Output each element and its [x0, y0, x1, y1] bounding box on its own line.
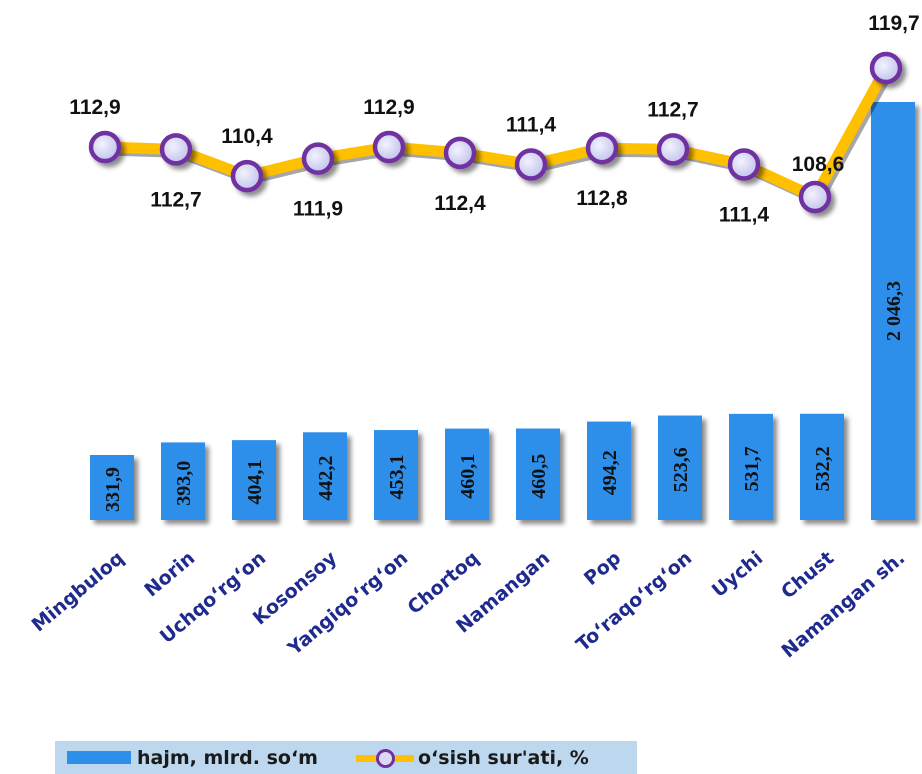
line-point-10	[798, 180, 832, 214]
category-axis-labels: Mingbuloq NorinUchqo‘rg‘onKosonsoyYangiqo…	[28, 547, 910, 663]
line-value-label-5: 112,4	[434, 192, 486, 215]
line-point-8	[656, 133, 690, 166]
line-point-1	[159, 133, 193, 166]
line-value-label-6: 111,4	[506, 113, 557, 136]
line-point-11	[869, 51, 903, 85]
bar-2	[232, 440, 276, 520]
bar-6	[516, 428, 560, 520]
bar-value-label-5: 460,1	[457, 454, 479, 499]
line-value-label-0: 112,9	[69, 96, 120, 119]
bar-value-label-7: 494,2	[599, 450, 621, 495]
legend-bar-label: hajm, mlrd. so‘m	[137, 746, 318, 769]
category-label-4: Yangiqo‘rg‘on	[283, 547, 412, 660]
category-label-9: Uychi	[708, 547, 767, 602]
legend-bar-swatch	[67, 751, 131, 764]
bar-value-label-3: 442,2	[315, 456, 337, 501]
line-value-label-4: 112,9	[363, 96, 414, 119]
bar-value-label-6: 460,5	[528, 454, 550, 499]
legend-line-swatch	[355, 748, 414, 768]
line-value-label-3: 111,9	[293, 198, 343, 221]
line-series: 112,9 112,7 110,4 111,9 112,9 112,4 111,4 112,8…	[69, 12, 919, 226]
line-value-label-11: 119,7	[868, 12, 919, 35]
line-point-4	[372, 130, 406, 164]
line-point-2	[230, 159, 264, 193]
bar-value-label-11: 2 046,3	[883, 281, 905, 341]
line-value-label-1: 112,7	[150, 188, 201, 211]
legend-item-line: o‘sish sur'ati, %	[318, 747, 589, 769]
legend-line-label: o‘sish sur'ati, %	[417, 746, 589, 769]
bar-value-label-10: 532,2	[812, 446, 834, 491]
line-value-label-2: 110,4	[221, 125, 273, 148]
legend: hajm, mlrd. so‘m o‘sish sur'ati, %	[55, 741, 637, 774]
legend-item-bars: hajm, mlrd. so‘m	[55, 747, 318, 769]
line-point-9	[727, 148, 761, 181]
line-value-label-9: 111,4	[719, 203, 770, 226]
line-value-label-8: 112,7	[647, 98, 698, 121]
category-label-11: Namangan sh.	[777, 547, 909, 663]
line-value-label-7: 112,8	[576, 187, 628, 210]
bar-value-label-2: 404,1	[244, 460, 266, 505]
category-label-10: Chust	[777, 547, 838, 603]
bar-3	[303, 432, 347, 520]
category-label-0: Mingbuloq	[28, 547, 129, 636]
bar-value-label-9: 531,7	[741, 446, 763, 491]
bar-value-label-0: 331,9	[102, 467, 124, 512]
bar-9	[729, 413, 773, 520]
bar-series: 331,9 393,0 404,1 442,2 453,1 460,1 460,5 494,2…	[90, 102, 915, 520]
category-label-1: Norin	[140, 547, 199, 601]
bar-7	[587, 421, 631, 520]
line-value-label-10: 108,6	[792, 153, 845, 176]
bar-11	[871, 102, 915, 520]
line-point-6	[514, 148, 548, 181]
bar-5	[445, 428, 489, 520]
line-point-7	[585, 131, 619, 165]
line-point-0	[88, 130, 122, 164]
line-point-5	[443, 136, 477, 170]
bar-8	[658, 415, 702, 520]
bar-4	[374, 430, 418, 520]
bar-0	[90, 455, 134, 520]
bar-value-label-4: 453,1	[386, 455, 408, 500]
bar-10	[800, 413, 844, 520]
bar-1	[161, 442, 205, 520]
line-point-3	[301, 142, 335, 175]
bar-value-label-1: 393,0	[173, 461, 195, 506]
bar-value-label-8: 523,6	[670, 447, 692, 492]
category-label-7: Pop	[580, 547, 625, 590]
